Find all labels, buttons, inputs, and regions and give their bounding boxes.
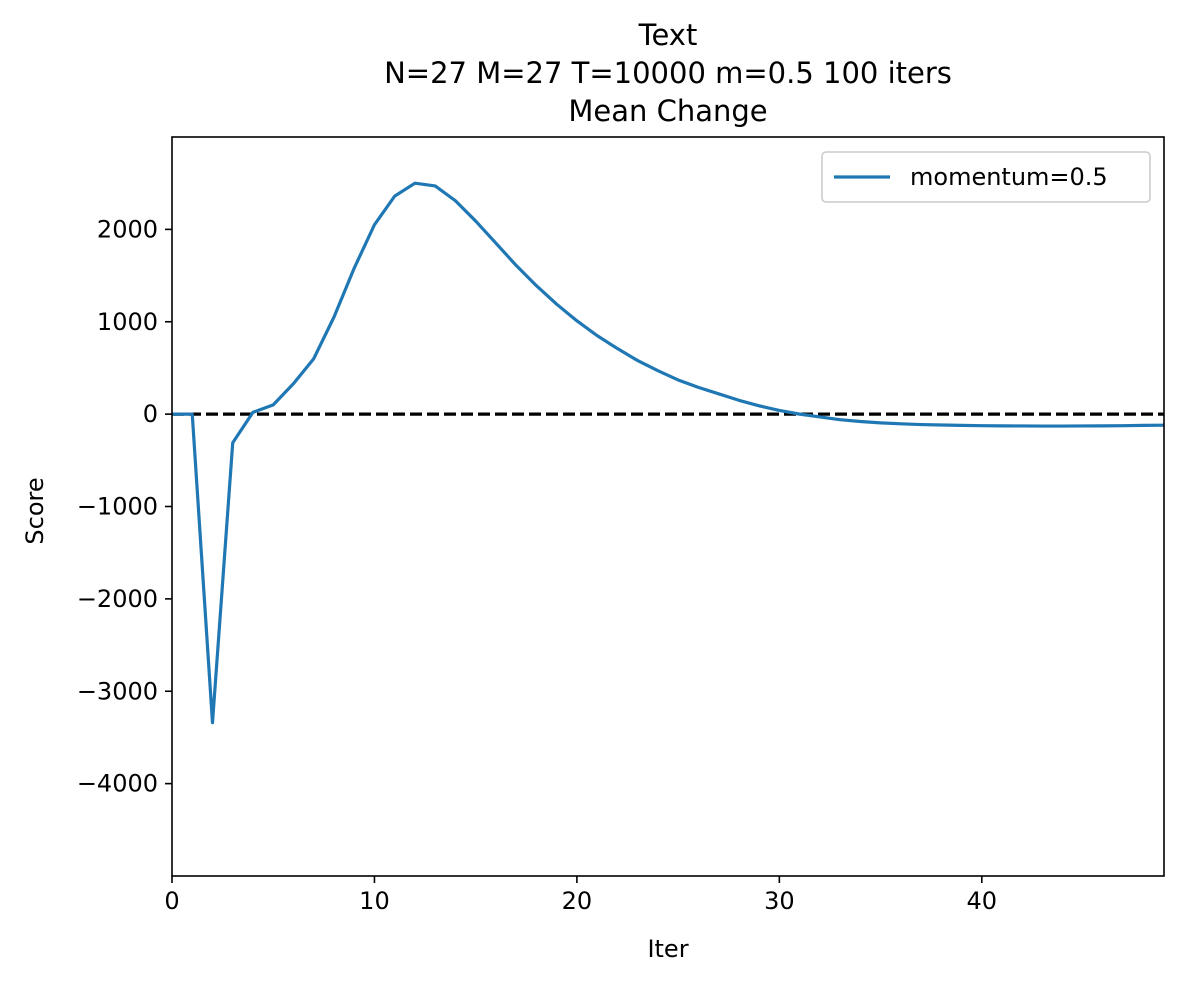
y-tick-label: 2000 (97, 215, 158, 243)
y-axis-label: Score (21, 477, 49, 544)
legend-box (821, 151, 1151, 203)
y-tick-label: −4000 (77, 770, 158, 798)
x-tick-label: 10 (359, 887, 390, 915)
x-tick-label: 20 (562, 887, 593, 915)
y-axis: 2000 1000 0 −1000 −2000 −3000 −4000 (77, 215, 172, 798)
chart-title: Text (638, 18, 698, 52)
x-axis: 0 10 20 30 40 (164, 876, 997, 915)
legend-label-momentum: momentum=0.5 (910, 163, 1108, 191)
y-tick-label: 0 (143, 400, 158, 428)
y-tick-label: 1000 (97, 308, 158, 336)
y-tick-label: −1000 (77, 493, 158, 521)
x-axis-label: Iter (647, 935, 688, 963)
legend: momentum=0.5 (821, 151, 1151, 203)
series-line-0 (172, 181, 1164, 725)
x-tick-label: 40 (967, 887, 998, 915)
y-tick-label: −2000 (77, 585, 158, 613)
chart-subtitle-metric: Mean Change (568, 94, 767, 128)
y-tick-label: −3000 (77, 677, 158, 705)
x-tick-label: 30 (764, 887, 795, 915)
x-tick-label: 0 (164, 887, 179, 915)
chart-subtitle-params: N=27 M=27 T=10000 m=0.5 100 iters (384, 56, 952, 90)
